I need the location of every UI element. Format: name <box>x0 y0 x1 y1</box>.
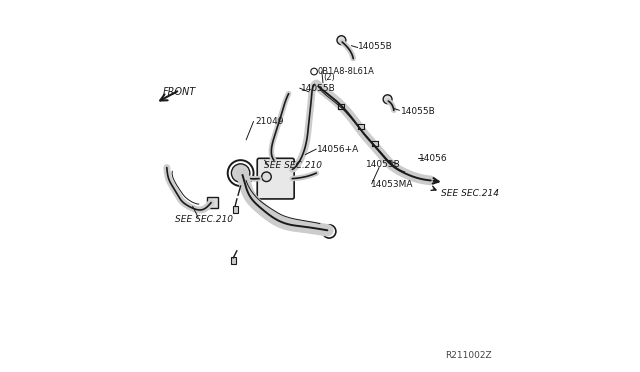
FancyBboxPatch shape <box>230 257 236 263</box>
Text: 14055B: 14055B <box>401 106 435 116</box>
Text: 21049: 21049 <box>255 117 284 126</box>
Text: 14056+A: 14056+A <box>317 145 360 154</box>
Text: SEE SEC.210: SEE SEC.210 <box>264 161 322 170</box>
Circle shape <box>337 36 346 45</box>
FancyBboxPatch shape <box>207 197 218 208</box>
Text: R211002Z: R211002Z <box>445 351 492 360</box>
Text: 14055B: 14055B <box>358 42 393 51</box>
Circle shape <box>383 95 392 104</box>
Circle shape <box>232 164 250 182</box>
Text: (2): (2) <box>324 73 335 82</box>
Text: SEE SEC.214: SEE SEC.214 <box>441 189 499 198</box>
Text: SEE SEC.210: SEE SEC.210 <box>175 215 233 224</box>
Text: 0B1A8-8L61A: 0B1A8-8L61A <box>317 67 374 76</box>
FancyBboxPatch shape <box>233 206 237 212</box>
Text: 14055B: 14055B <box>301 84 335 93</box>
FancyBboxPatch shape <box>257 158 294 199</box>
Circle shape <box>262 172 271 182</box>
Text: 14055B: 14055B <box>366 160 401 169</box>
Text: FRONT: FRONT <box>163 87 196 97</box>
Text: 14053MA: 14053MA <box>371 180 413 189</box>
Text: 14056: 14056 <box>419 154 447 163</box>
